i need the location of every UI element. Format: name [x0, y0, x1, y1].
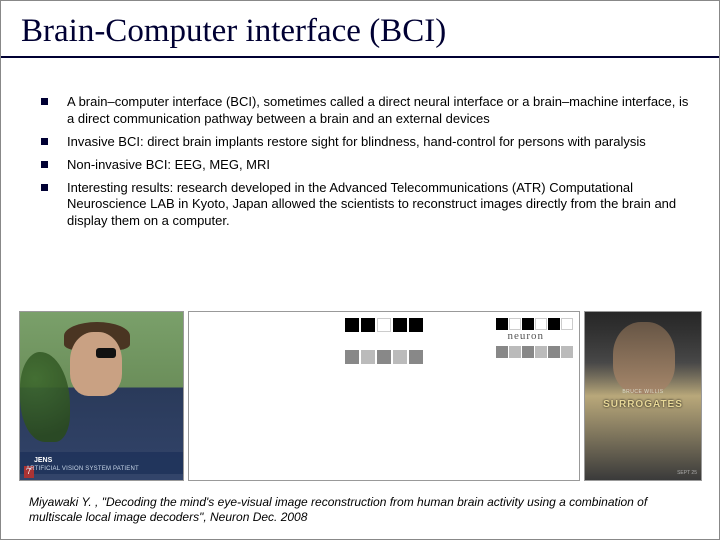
bullet-item: Non-invasive BCI: EEG, MEG, MRI: [37, 157, 689, 174]
foliage-shape: [20, 352, 70, 442]
bullet-item: Interesting results: research developed …: [37, 180, 689, 231]
poster-shade: [585, 312, 701, 396]
neuron-presented-glyphs: [496, 318, 573, 330]
neuron-reconstructed-glyphs: [496, 346, 573, 358]
head-shape: [70, 332, 122, 396]
lower-caption: ARTIFICIAL VISION SYSTEM PATIENT: [26, 466, 139, 472]
presented-pattern-row: [345, 318, 423, 332]
reconstructed-pattern-row: [345, 350, 423, 364]
figure-row: 7 JENS ARTIFICIAL VISION SYSTEM PATIENT …: [19, 311, 703, 481]
poster-title-text: SURROGATES: [585, 399, 701, 410]
reconstruction-grid-placeholder: neuron: [188, 311, 580, 481]
title-region: Brain-Computer interface (BCI): [1, 1, 719, 58]
poster-date-text: SEPT 25: [677, 470, 697, 476]
slide-container: Brain-Computer interface (BCI) A brain–c…: [0, 0, 720, 540]
bullet-item: A brain–computer interface (BCI), someti…: [37, 94, 689, 128]
slide-title: Brain-Computer interface (BCI): [21, 13, 699, 50]
movie-poster-placeholder: BRUCE WILLIS SURROGATES SEPT 25: [584, 311, 702, 481]
neuron-word-label: neuron: [507, 330, 544, 342]
content-region: A brain–computer interface (BCI), someti…: [1, 58, 719, 246]
glasses-icon: [76, 348, 116, 358]
patient-photo-placeholder: 7 JENS ARTIFICIAL VISION SYSTEM PATIENT: [19, 311, 184, 481]
citation-text: Miyawaki Y. , "Decoding the mind's eye-v…: [29, 495, 689, 525]
poster-actor-line: BRUCE WILLIS: [585, 389, 701, 395]
name-tag: JENS: [34, 457, 52, 464]
bullet-list: A brain–computer interface (BCI), someti…: [37, 94, 689, 230]
bullet-item: Invasive BCI: direct brain implants rest…: [37, 134, 689, 151]
